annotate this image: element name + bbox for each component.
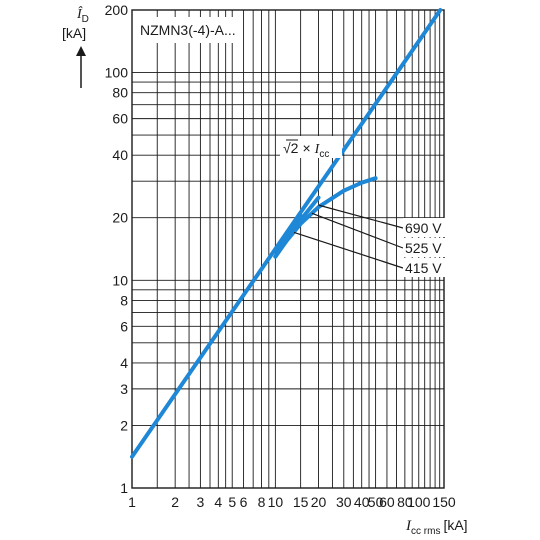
sqrt2-subscript: cc [319,149,329,160]
y-tick-label: 60 [112,111,128,127]
x-tick-label: 4 [214,494,222,510]
sqrt2-symbol: I [314,142,321,157]
y-axis-symbol-letter: Î [76,5,83,22]
y-axis-symbol: ÎD [76,5,89,25]
x-tick-label: 80 [397,494,413,510]
x-tick-label: 10 [268,494,284,510]
annotation-label: 415 V [405,260,442,276]
annotation-background [403,258,445,277]
x-tick-label: 3 [197,494,205,510]
y-axis-subscript: D [82,14,89,25]
x-tick-label: 15 [293,494,309,510]
x-tick-label: 40 [354,494,370,510]
x-tick-label: 50 [368,494,384,510]
x-axis-unit: [kA] [443,517,467,533]
y-axis-unit: [kA] [62,25,86,41]
annotation-label: 525 V [405,240,442,256]
series-line [273,213,303,259]
y-tick-label: 20 [112,210,128,226]
grid [131,9,445,489]
x-tick-label: 6 [240,494,248,510]
chart-title: NZMN3(-4)-A... [140,22,236,38]
x-tick-label: 60 [379,494,395,510]
x-tick-label: 2 [171,494,179,510]
x-axis-label: Icc rms [kA] [405,517,468,537]
y-tick-label: 10 [112,272,128,288]
y-tick-label: 8 [120,292,128,308]
x-tick-label: 1 [128,494,136,510]
annotation-leader [318,204,404,229]
y-tick-labels: 1 2 3 4 6 8 10 20 40 60 80 100 200 [105,2,129,496]
y-tick-label: 2 [120,417,128,433]
annotation-leader [293,231,404,269]
annotation-background [403,218,445,237]
sqrt2-label: √2 × Icc [283,140,329,160]
annotation-label: 690 V [405,220,442,236]
x-axis-symbol: I [405,518,412,534]
sqrt2-root: √2 [283,140,299,156]
y-tick-label: 40 [112,147,128,163]
y-tick-label: 4 [120,355,128,371]
y-tick-label: 1 [120,480,128,496]
annotation-leader [311,212,404,249]
y-tick-label: 3 [120,381,128,397]
y-tick-label: 200 [105,2,129,18]
x-tick-label: 150 [432,494,456,510]
sqrt2-label-background [280,136,342,158]
y-axis-arrow-icon [76,46,86,56]
y-tick-label: 6 [120,318,128,334]
x-tick-label: 5 [228,494,236,510]
series-lines [130,8,443,459]
annotations: 690 V 525 V 415 V [293,204,445,277]
x-tick-label: 30 [336,494,352,510]
x-tick-label: 100 [407,494,431,510]
sqrt2-times: × [302,140,310,156]
y-tick-label: 80 [112,85,128,101]
x-tick-label: 8 [258,494,266,510]
title-background [136,17,236,43]
x-axis-subscript: cc rms [411,526,440,537]
annotation-background [403,238,445,257]
y-tick-label: 100 [105,65,129,81]
x-tick-label: 20 [311,494,327,510]
